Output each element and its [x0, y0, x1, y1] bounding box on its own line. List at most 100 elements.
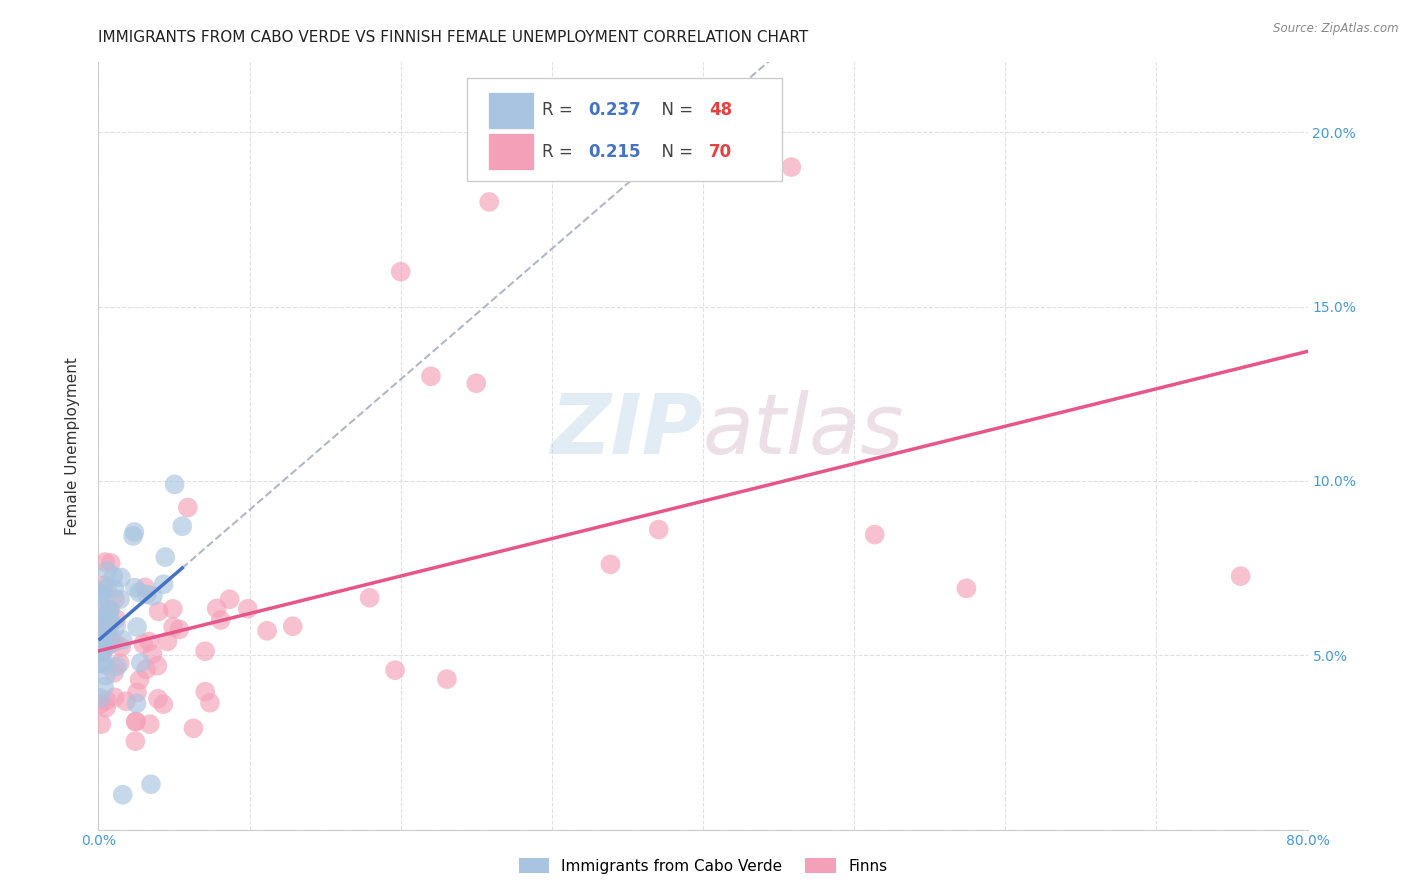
- Point: [420, 369, 443, 384]
- Point: [115, 694, 138, 708]
- Text: 0.237: 0.237: [588, 101, 641, 120]
- Point: [103, 665, 125, 680]
- Point: [111, 632, 134, 647]
- Point: [91, 582, 114, 597]
- Point: [94, 658, 117, 673]
- Point: [256, 624, 278, 638]
- Point: [156, 634, 179, 648]
- Point: [90, 640, 112, 654]
- Y-axis label: Female Unemployment: Female Unemployment: [65, 357, 80, 535]
- Point: [648, 523, 671, 537]
- Point: [110, 570, 132, 584]
- Point: [125, 714, 148, 729]
- Point: [98, 611, 121, 625]
- Text: 0.215: 0.215: [588, 143, 641, 161]
- Point: [125, 685, 148, 699]
- Point: [108, 592, 131, 607]
- Point: [138, 634, 160, 648]
- Point: [103, 569, 125, 583]
- Point: [98, 602, 121, 616]
- FancyBboxPatch shape: [467, 78, 782, 181]
- Text: 48: 48: [709, 101, 733, 120]
- Point: [146, 691, 169, 706]
- Point: [863, 527, 886, 541]
- Point: [89, 615, 111, 629]
- Point: [93, 630, 115, 644]
- Text: N =: N =: [651, 143, 699, 161]
- Point: [194, 684, 217, 698]
- Point: [128, 585, 150, 599]
- Point: [89, 588, 111, 602]
- Point: [169, 623, 191, 637]
- Point: [100, 635, 122, 649]
- Point: [135, 662, 157, 676]
- Point: [125, 697, 148, 711]
- Point: [90, 717, 112, 731]
- Point: [465, 376, 488, 391]
- Point: [146, 658, 169, 673]
- Point: [359, 591, 381, 605]
- Point: [281, 619, 304, 633]
- Point: [162, 602, 184, 616]
- Point: [129, 656, 152, 670]
- Point: [89, 640, 111, 655]
- Point: [108, 657, 131, 671]
- Point: [142, 589, 165, 603]
- Text: N =: N =: [651, 101, 699, 120]
- Point: [93, 680, 115, 694]
- Point: [128, 673, 150, 687]
- Point: [955, 581, 977, 595]
- Text: 70: 70: [709, 143, 733, 161]
- Point: [97, 603, 120, 617]
- Point: [152, 697, 174, 711]
- Point: [105, 619, 128, 633]
- Point: [89, 690, 111, 705]
- Point: [139, 717, 162, 731]
- Point: [209, 613, 232, 627]
- Point: [599, 558, 621, 572]
- Point: [104, 690, 127, 705]
- Point: [98, 604, 121, 618]
- Point: [89, 614, 111, 628]
- Point: [104, 592, 127, 607]
- Point: [124, 734, 146, 748]
- Legend: Immigrants from Cabo Verde, Finns: Immigrants from Cabo Verde, Finns: [513, 852, 893, 880]
- Point: [91, 639, 114, 653]
- Point: [218, 592, 240, 607]
- Text: atlas: atlas: [703, 390, 904, 471]
- Point: [90, 602, 112, 616]
- FancyBboxPatch shape: [488, 133, 534, 170]
- Point: [96, 582, 118, 596]
- Point: [155, 550, 177, 565]
- Point: [90, 655, 112, 669]
- Point: [96, 564, 118, 578]
- Point: [91, 645, 114, 659]
- Point: [122, 529, 145, 543]
- Point: [205, 601, 228, 615]
- Point: [105, 659, 128, 673]
- Point: [90, 593, 112, 607]
- Point: [110, 640, 132, 654]
- Point: [139, 777, 162, 791]
- Point: [100, 556, 122, 570]
- Point: [104, 612, 127, 626]
- Point: [98, 637, 121, 651]
- Point: [172, 519, 194, 533]
- Point: [111, 788, 134, 802]
- Point: [90, 657, 112, 671]
- Point: [96, 626, 118, 640]
- Point: [478, 194, 501, 209]
- Point: [780, 160, 803, 174]
- Point: [89, 698, 111, 712]
- Point: [198, 696, 221, 710]
- Point: [103, 582, 125, 596]
- Point: [389, 265, 412, 279]
- Point: [93, 641, 115, 656]
- Point: [93, 578, 115, 592]
- FancyBboxPatch shape: [488, 92, 534, 128]
- Point: [94, 611, 117, 625]
- Point: [89, 640, 111, 655]
- Point: [1229, 569, 1251, 583]
- Point: [90, 643, 112, 657]
- Point: [91, 646, 114, 660]
